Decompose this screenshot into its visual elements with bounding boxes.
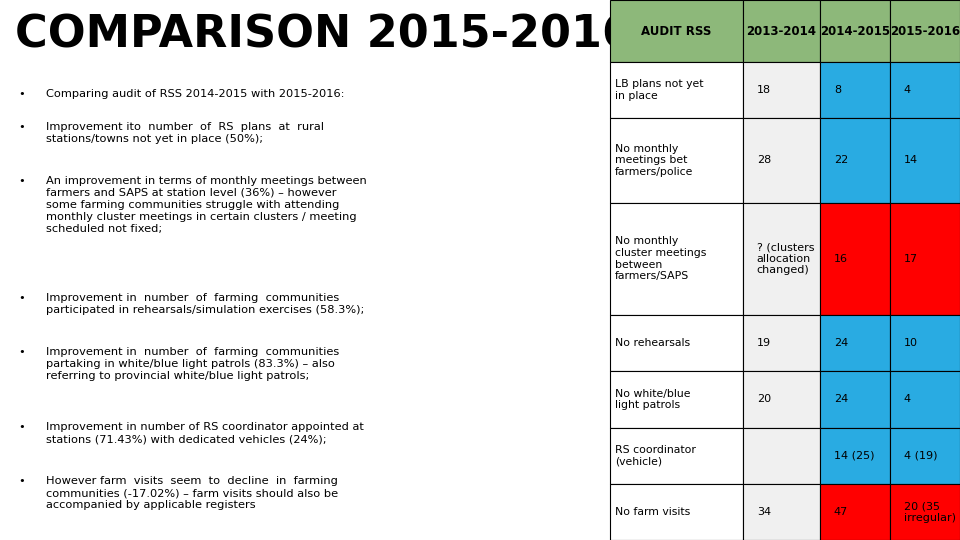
Text: RS coordinator
(vehicle): RS coordinator (vehicle) xyxy=(614,445,696,467)
Bar xyxy=(610,315,743,372)
Bar xyxy=(610,202,743,315)
Text: •: • xyxy=(18,347,25,357)
Text: 20 (35
irregular): 20 (35 irregular) xyxy=(904,501,956,523)
Bar xyxy=(820,315,890,372)
Bar xyxy=(890,202,960,315)
Bar xyxy=(890,484,960,540)
Bar xyxy=(610,118,743,202)
Bar xyxy=(820,372,890,428)
Text: 20: 20 xyxy=(756,394,771,404)
Text: 16: 16 xyxy=(834,254,848,264)
Text: 47: 47 xyxy=(834,507,848,517)
Text: Comparing audit of RSS 2014-2015 with 2015-2016:: Comparing audit of RSS 2014-2015 with 20… xyxy=(46,89,345,99)
Bar xyxy=(743,372,820,428)
Text: 17: 17 xyxy=(904,254,918,264)
Text: 19: 19 xyxy=(756,338,771,348)
Bar xyxy=(743,0,820,62)
Bar xyxy=(743,484,820,540)
Text: 2013-2014: 2013-2014 xyxy=(746,24,816,38)
Bar xyxy=(610,428,743,484)
Bar xyxy=(820,62,890,118)
Text: •: • xyxy=(18,176,25,186)
Text: An improvement in terms of monthly meetings between
farmers and SAPS at station : An improvement in terms of monthly meeti… xyxy=(46,176,367,234)
Text: No white/blue
light patrols: No white/blue light patrols xyxy=(614,389,690,410)
Text: 4: 4 xyxy=(904,85,911,95)
Text: Improvement in  number  of  farming  communities
partaking in white/blue light p: Improvement in number of farming communi… xyxy=(46,347,339,381)
Text: •: • xyxy=(18,89,25,99)
Text: 14: 14 xyxy=(904,156,918,165)
Text: •: • xyxy=(18,422,25,433)
Bar xyxy=(820,202,890,315)
Text: 28: 28 xyxy=(756,156,771,165)
Text: No farm visits: No farm visits xyxy=(614,507,690,517)
Text: 22: 22 xyxy=(834,156,848,165)
Text: COMPARISON 2015-2016: COMPARISON 2015-2016 xyxy=(15,14,634,57)
Bar xyxy=(743,202,820,315)
Bar xyxy=(890,118,960,202)
Bar xyxy=(743,315,820,372)
Bar xyxy=(743,428,820,484)
Text: •: • xyxy=(18,293,25,303)
Text: •: • xyxy=(18,122,25,132)
Text: No rehearsals: No rehearsals xyxy=(614,338,690,348)
Text: 4 (19): 4 (19) xyxy=(904,451,937,461)
Text: Improvement in  number  of  farming  communities
participated in rehearsals/simu: Improvement in number of farming communi… xyxy=(46,293,364,315)
Bar xyxy=(890,428,960,484)
Text: AUDIT RSS: AUDIT RSS xyxy=(641,24,711,38)
Bar xyxy=(890,372,960,428)
Text: ? (clusters
allocation
changed): ? (clusters allocation changed) xyxy=(756,242,814,275)
Text: 24: 24 xyxy=(834,394,848,404)
Text: 2014-2015: 2014-2015 xyxy=(820,24,890,38)
Bar xyxy=(820,428,890,484)
Text: 10: 10 xyxy=(904,338,918,348)
Text: No monthly
cluster meetings
between
farmers/SAPS: No monthly cluster meetings between farm… xyxy=(614,237,707,281)
Text: However farm  visits  seem  to  decline  in  farming
communities (-17.02%) – far: However farm visits seem to decline in f… xyxy=(46,476,338,510)
Bar xyxy=(890,0,960,62)
Bar xyxy=(610,372,743,428)
Text: 8: 8 xyxy=(834,85,841,95)
Text: LB plans not yet
in place: LB plans not yet in place xyxy=(614,79,704,101)
Text: 4: 4 xyxy=(904,394,911,404)
Bar xyxy=(610,0,743,62)
Text: •: • xyxy=(18,476,25,487)
Bar xyxy=(743,62,820,118)
Bar xyxy=(890,315,960,372)
Bar xyxy=(820,484,890,540)
Text: 34: 34 xyxy=(756,507,771,517)
Bar xyxy=(610,484,743,540)
Bar xyxy=(890,62,960,118)
Bar xyxy=(743,118,820,202)
Text: Improvement ito  number  of  RS  plans  at  rural
stations/towns not yet in plac: Improvement ito number of RS plans at ru… xyxy=(46,122,324,144)
Text: 18: 18 xyxy=(756,85,771,95)
Text: Improvement in number of RS coordinator appointed at
stations (71.43%) with dedi: Improvement in number of RS coordinator … xyxy=(46,422,364,444)
Text: 24: 24 xyxy=(834,338,848,348)
Bar xyxy=(820,118,890,202)
Bar xyxy=(610,62,743,118)
Text: 2015-2016: 2015-2016 xyxy=(890,24,960,38)
Bar xyxy=(820,0,890,62)
Text: 14 (25): 14 (25) xyxy=(834,451,875,461)
Text: No monthly
meetings bet
farmers/police: No monthly meetings bet farmers/police xyxy=(614,144,693,177)
